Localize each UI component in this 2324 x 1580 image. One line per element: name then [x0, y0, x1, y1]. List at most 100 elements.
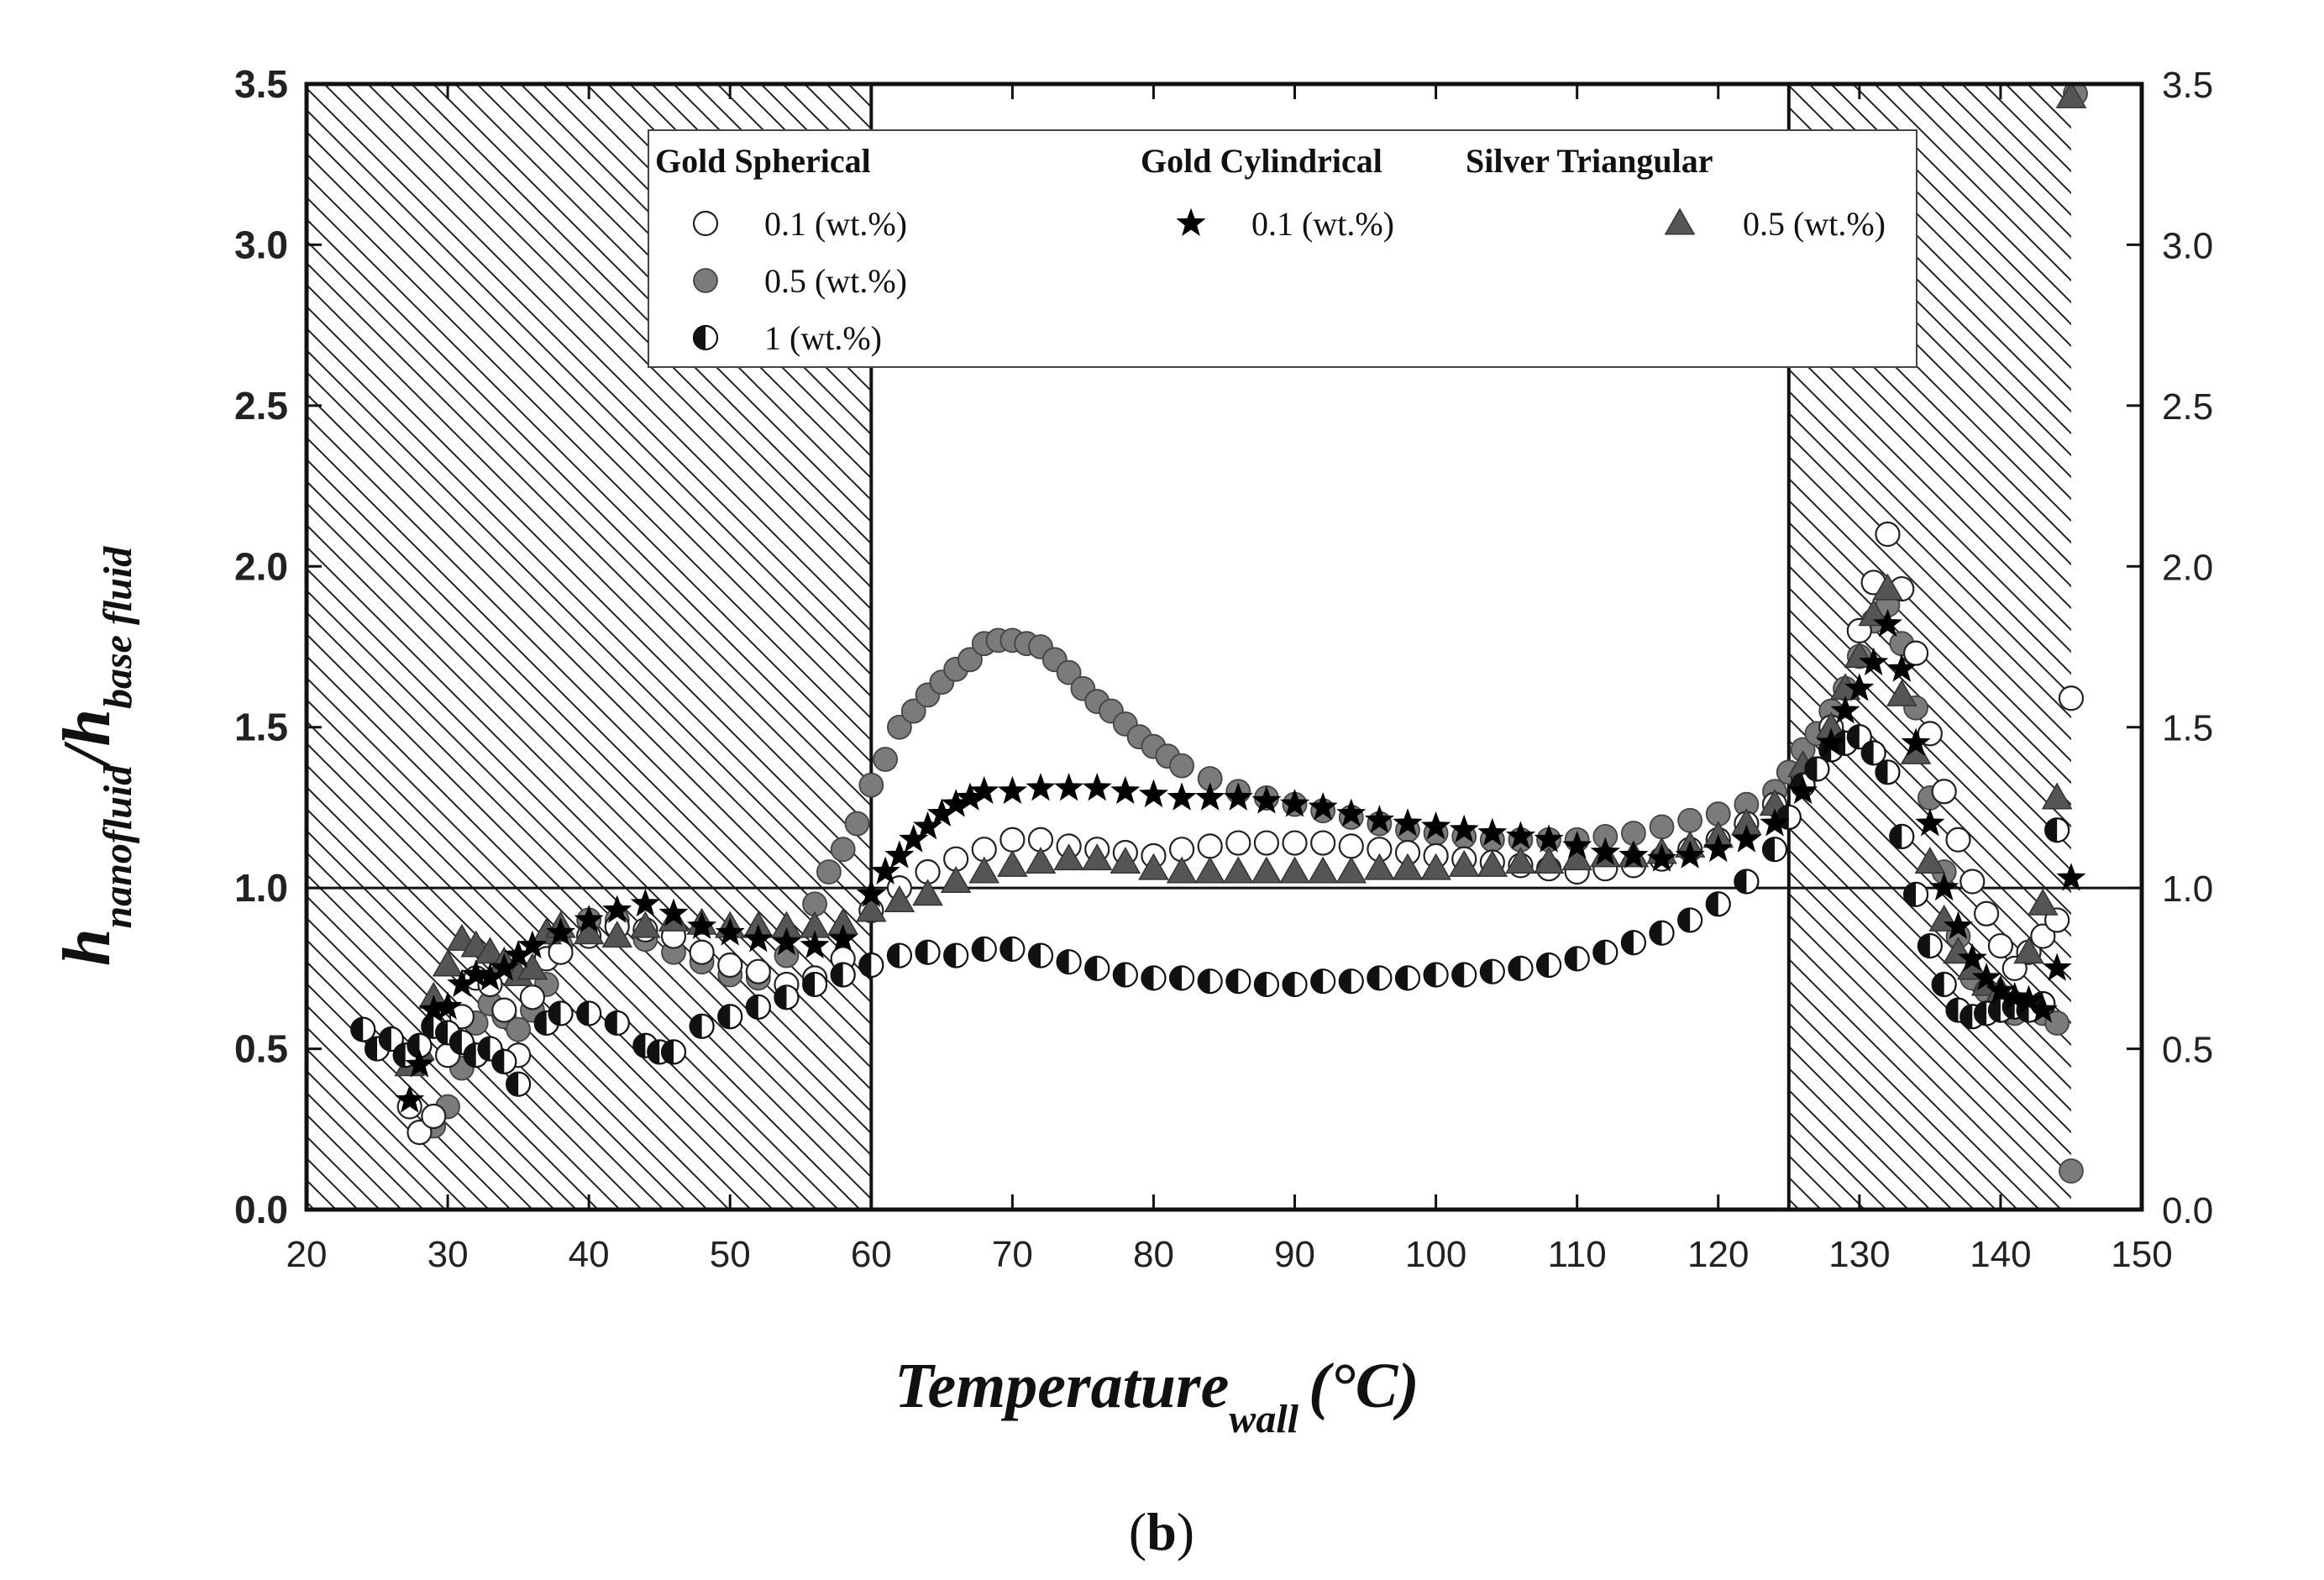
half-circle-fill: [1650, 921, 1662, 945]
half-circle-fill: [1396, 966, 1408, 990]
data-point: [1703, 833, 1734, 863]
half-circle-fill: [944, 943, 957, 968]
y-tick-label-left: 3.0: [234, 223, 288, 266]
data-point: [2014, 984, 2044, 1014]
data-point: [2028, 995, 2058, 1023]
data-point: [915, 939, 941, 965]
data-point: [1225, 830, 1251, 856]
x-tick-label: 40: [569, 1234, 610, 1275]
half-circle-fill: [1085, 956, 1098, 980]
legend-marker: [1664, 207, 1696, 235]
data-point: [2042, 953, 2072, 981]
caption-letter: b: [1146, 1502, 1177, 1562]
data-point: [2044, 817, 2070, 843]
data-point: [858, 952, 884, 979]
half-circle-fill: [1226, 969, 1239, 994]
x-tick-label: 50: [710, 1234, 751, 1275]
data-point: [546, 917, 576, 946]
y-tick-label-left: 1.0: [234, 866, 288, 910]
data-point: [1253, 971, 1280, 998]
data-point: [432, 949, 464, 977]
half-circle-fill: [464, 1043, 476, 1068]
data-point: [1056, 659, 1082, 685]
x-tick-label: 90: [1274, 1234, 1315, 1275]
data-point: [1564, 946, 1590, 972]
data-point: [1167, 782, 1197, 811]
legend-marker: [692, 210, 719, 237]
half-circle-fill: [1734, 869, 1747, 894]
data-point: [1081, 843, 1113, 871]
data-point: [2030, 923, 2056, 949]
half-circle-fill: [478, 1037, 491, 1061]
x-tick-label: 60: [851, 1234, 892, 1275]
data-point: [1734, 869, 1760, 895]
y-tick-label-left: 3.5: [234, 62, 288, 106]
data-point: [717, 1004, 743, 1030]
data-point: [576, 1000, 602, 1026]
y-tick-label-right: 2.5: [2162, 386, 2213, 428]
data-point: [1138, 853, 1169, 880]
data-point: [1166, 856, 1198, 884]
data-point: [717, 952, 743, 979]
data-point: [999, 827, 1026, 853]
half-circle-fill: [1861, 741, 1874, 765]
half-circle-fill: [1875, 760, 1888, 785]
data-point: [997, 775, 1028, 805]
half-circle-fill: [1283, 973, 1295, 996]
y-axis-title-slash: /h: [50, 709, 124, 769]
data-point: [2058, 685, 2085, 711]
data-point: [912, 879, 943, 906]
data-point: [1477, 849, 1508, 877]
data-point: [801, 971, 828, 998]
x-axis-title-unit: (°C): [1309, 1351, 1419, 1421]
legend-label: 0.5 (wt.%): [1743, 205, 1886, 243]
data-point: [1448, 849, 1480, 877]
half-circle-fill: [1000, 937, 1013, 961]
data-point: [884, 840, 915, 869]
caption-close: ): [1177, 1502, 1194, 1562]
half-circle-fill: [915, 940, 928, 964]
data-point: [1859, 647, 1889, 676]
legend-marker: [692, 324, 719, 351]
half-circle-fill: [718, 1005, 731, 1029]
data-point: [774, 984, 800, 1010]
data-point: [940, 865, 972, 893]
half-circle-fill: [351, 1017, 364, 1042]
half-circle-fill: [1847, 725, 1860, 749]
data-point: [968, 856, 1000, 884]
data-point: [1394, 965, 1421, 991]
data-point: [1787, 775, 1818, 805]
data-point: [491, 1048, 517, 1074]
half-circle-fill: [1029, 943, 1041, 968]
data-point: [1053, 843, 1084, 871]
data-point: [745, 994, 771, 1020]
data-point: [886, 942, 913, 968]
x-tick-label: 130: [1828, 1234, 1890, 1275]
data-point: [1649, 814, 1675, 840]
data-point: [1945, 827, 1971, 853]
half-circle-fill: [1946, 998, 1959, 1022]
half-circle-fill: [1932, 973, 1944, 996]
data-point: [1423, 962, 1449, 988]
data-point: [1592, 939, 1618, 965]
data-point: [1505, 821, 1535, 849]
half-circle-fill: [365, 1037, 378, 1061]
data-point: [1929, 872, 1959, 901]
half-circle-fill: [633, 1033, 646, 1058]
half-circle-fill: [1621, 931, 1634, 955]
data-point: [407, 1120, 433, 1146]
data-point: [1917, 932, 1943, 959]
data-point: [1886, 679, 1917, 706]
data-point: [1872, 573, 1903, 601]
half-circle-fill: [1452, 963, 1465, 987]
y-axis-title: hnanofluid/hbase fluid: [50, 546, 140, 966]
data-point: [2056, 863, 2086, 891]
half-circle-fill: [1565, 947, 1577, 971]
half-circle-fill: [1904, 882, 1917, 906]
data-point: [449, 1004, 475, 1030]
half-circle-fill: [972, 937, 984, 961]
plot-border: [304, 81, 2144, 1212]
data-point: [548, 1000, 574, 1026]
